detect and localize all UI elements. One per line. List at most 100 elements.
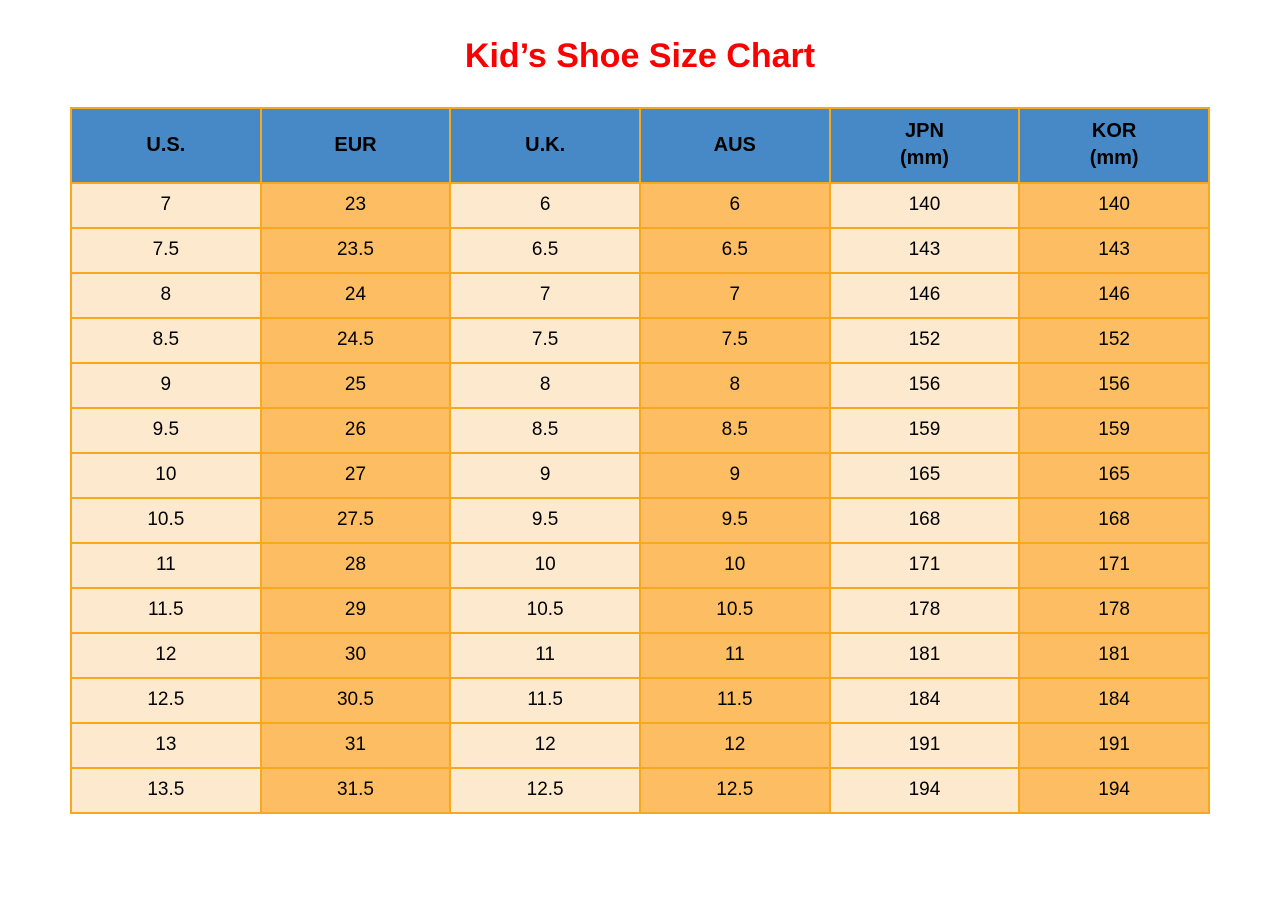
- table-cell: 24: [259, 271, 452, 319]
- table-cell: 165: [1018, 451, 1210, 499]
- table-cell: 8.5: [70, 316, 262, 364]
- table-cell: 8.5: [449, 406, 641, 454]
- table-cell: 146: [1018, 271, 1210, 319]
- table-cell: 10.5: [638, 586, 831, 634]
- table-cell: 10.5: [70, 496, 262, 544]
- table-cell: 12.5: [70, 676, 262, 724]
- table-cell: 181: [828, 631, 1021, 679]
- table-row: 12.5 30.5 11.5 11.5 184 184: [70, 676, 1210, 724]
- table-cell: 12: [449, 721, 641, 769]
- table-cell: 191: [1018, 721, 1210, 769]
- table-cell: 7.5: [70, 226, 262, 274]
- column-header-unit: (mm): [900, 147, 949, 170]
- table-cell: 11: [70, 541, 262, 589]
- table-cell: 8: [70, 271, 262, 319]
- table-cell: 30: [259, 631, 452, 679]
- table-cell: 11: [449, 631, 641, 679]
- table-cell: 12.5: [449, 766, 641, 814]
- table-cell: 165: [828, 451, 1021, 499]
- table-cell: 10: [638, 541, 831, 589]
- table-cell: 8: [638, 361, 831, 409]
- table-cell: 24.5: [259, 316, 452, 364]
- table-cell: 168: [1018, 496, 1210, 544]
- table-row: 10 27 9 9 165 165: [70, 451, 1210, 499]
- table-row: 13 31 12 12 191 191: [70, 721, 1210, 769]
- table-cell: 11: [638, 631, 831, 679]
- table-header: U.S. EUR U.K. AUS JPN (mm) KOR (mm): [70, 106, 1210, 184]
- column-header-label: EUR: [334, 133, 377, 156]
- table-cell: 10: [449, 541, 641, 589]
- table-row: 7.5 23.5 6.5 6.5 143 143: [70, 226, 1210, 274]
- table-cell: 9: [70, 361, 262, 409]
- table-cell: 26: [259, 406, 452, 454]
- table-cell: 27: [259, 451, 452, 499]
- table-cell: 11.5: [449, 676, 641, 724]
- table-cell: 12: [638, 721, 831, 769]
- table-cell: 178: [1018, 586, 1210, 634]
- column-header-kor: KOR (mm): [1018, 106, 1210, 184]
- column-header-label: U.S.: [146, 133, 186, 156]
- table-cell: 6.5: [638, 226, 831, 274]
- table-cell: 25: [259, 361, 452, 409]
- table-cell: 28: [259, 541, 452, 589]
- table-cell: 10.5: [449, 586, 641, 634]
- column-header-label: AUS: [713, 133, 756, 156]
- table-cell: 7: [70, 181, 262, 229]
- table-row: 9 25 8 8 156 156: [70, 361, 1210, 409]
- table-cell: 171: [828, 541, 1021, 589]
- table-cell: 10: [70, 451, 262, 499]
- column-header-aus: AUS: [638, 106, 831, 184]
- table-body: 7 23 6 6 140 140 7.5 23.5 6.5 6.5 143 143 8 24 7 7 146 14…: [70, 181, 1210, 814]
- table-cell: 12.5: [638, 766, 831, 814]
- table-header-row: U.S. EUR U.K. AUS JPN (mm) KOR (mm): [70, 106, 1210, 184]
- table-cell: 171: [1018, 541, 1210, 589]
- table-cell: 6: [449, 181, 641, 229]
- table-row: 8.5 24.5 7.5 7.5 152 152: [70, 316, 1210, 364]
- table-cell: 29: [259, 586, 452, 634]
- column-header-label: KOR: [1091, 120, 1137, 143]
- table-row: 9.5 26 8.5 8.5 159 159: [70, 406, 1210, 454]
- table-cell: 143: [1018, 226, 1210, 274]
- page-title: Kid’s Shoe Size Chart: [464, 37, 816, 75]
- table-cell: 6.5: [449, 226, 641, 274]
- column-header-uk: U.K.: [449, 106, 641, 184]
- table-cell: 6: [638, 181, 831, 229]
- table-row: 10.5 27.5 9.5 9.5 168 168: [70, 496, 1210, 544]
- table-cell: 181: [1018, 631, 1210, 679]
- table-row: 11 28 10 10 171 171: [70, 541, 1210, 589]
- table-cell: 152: [828, 316, 1021, 364]
- table-cell: 184: [1018, 676, 1210, 724]
- table-row: 13.5 31.5 12.5 12.5 194 194: [70, 766, 1210, 814]
- table-cell: 12: [70, 631, 262, 679]
- table-cell: 8.5: [638, 406, 831, 454]
- table-cell: 184: [828, 676, 1021, 724]
- table-cell: 7: [449, 271, 641, 319]
- table-cell: 23.5: [259, 226, 452, 274]
- shoe-size-table: U.S. EUR U.K. AUS JPN (mm) KOR (mm) 7 23 6 6 140 140…: [70, 106, 1210, 814]
- table-cell: 159: [828, 406, 1021, 454]
- table-row: 12 30 11 11 181 181: [70, 631, 1210, 679]
- column-header-unit: (mm): [1089, 147, 1139, 170]
- table-cell: 7: [638, 271, 831, 319]
- table-cell: 178: [828, 586, 1021, 634]
- table-cell: 191: [828, 721, 1021, 769]
- table-cell: 9: [449, 451, 641, 499]
- table-cell: 7.5: [449, 316, 641, 364]
- table-cell: 143: [828, 226, 1021, 274]
- table-cell: 23: [259, 181, 452, 229]
- table-row: 8 24 7 7 146 146: [70, 271, 1210, 319]
- table-cell: 11.5: [638, 676, 831, 724]
- table-cell: 168: [828, 496, 1021, 544]
- column-header-label: JPN: [905, 120, 944, 143]
- table-row: 7 23 6 6 140 140: [70, 181, 1210, 229]
- table-cell: 31.5: [259, 766, 452, 814]
- table-cell: 152: [1018, 316, 1210, 364]
- table-cell: 9.5: [449, 496, 641, 544]
- table-cell: 159: [1018, 406, 1210, 454]
- table-cell: 194: [1018, 766, 1210, 814]
- table-cell: 9: [638, 451, 831, 499]
- table-cell: 13.5: [70, 766, 262, 814]
- column-header-jpn: JPN (mm): [828, 106, 1021, 184]
- table-cell: 30.5: [259, 676, 452, 724]
- table-cell: 27.5: [259, 496, 452, 544]
